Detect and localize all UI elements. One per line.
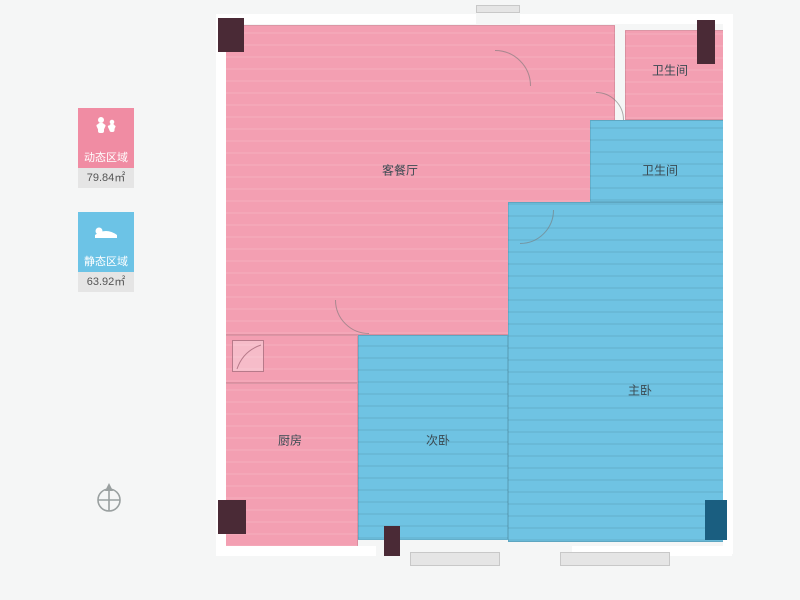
wall (723, 14, 733, 554)
door-arc (335, 300, 369, 334)
wall (216, 14, 226, 554)
door-arc (520, 210, 554, 244)
wall (216, 14, 476, 24)
pillar (384, 526, 400, 556)
label-kitchen: 厨房 (278, 432, 302, 449)
label-master: 主卧 (628, 382, 652, 399)
door-arc (495, 50, 531, 86)
pillar (218, 500, 246, 534)
pillar (697, 20, 715, 64)
pillar (218, 18, 244, 52)
label-living: 客餐厅 (382, 162, 418, 179)
label-second: 次卧 (426, 432, 450, 449)
door-arc (596, 92, 624, 120)
pillar (705, 500, 727, 540)
wall (216, 546, 376, 556)
floor-plan: 客餐厅 卫生间 卫生间 主卧 次卧 厨房 (0, 0, 800, 600)
window-sill (410, 552, 500, 566)
window-sill (560, 552, 670, 566)
window-sill (476, 5, 520, 13)
label-bath2: 卫生间 (642, 162, 678, 179)
kitchen-appliance (232, 340, 264, 372)
label-bath1: 卫生间 (652, 62, 688, 79)
room-master (508, 202, 733, 542)
